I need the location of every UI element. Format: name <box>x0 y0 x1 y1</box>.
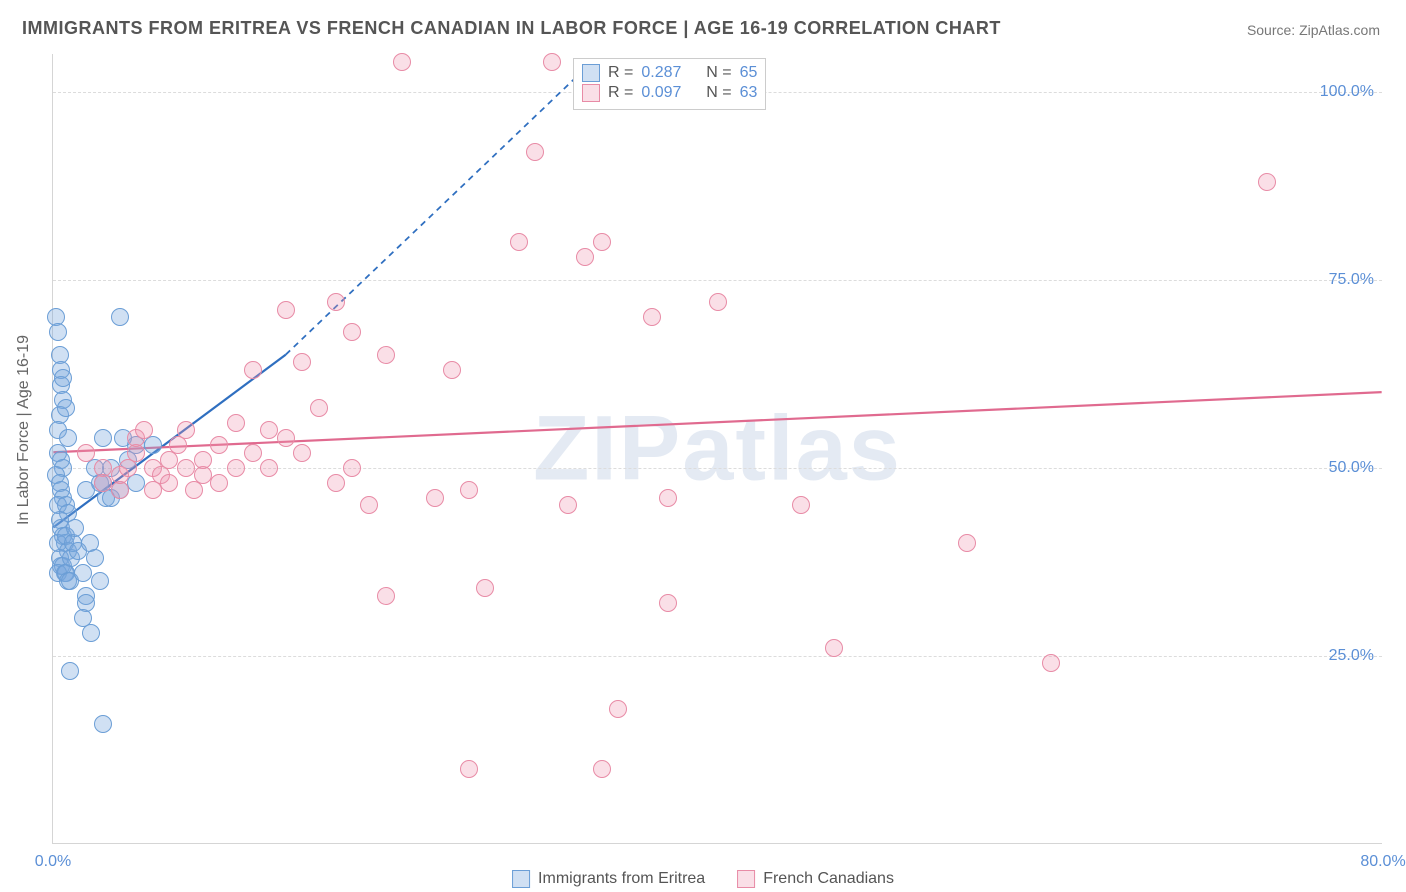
data-point-french <box>310 399 328 417</box>
n-label: N = <box>706 84 731 102</box>
data-point-eritrea <box>86 549 104 567</box>
r-label: R = <box>608 84 633 102</box>
data-point-french <box>659 594 677 612</box>
data-point-eritrea <box>61 662 79 680</box>
data-point-french <box>393 53 411 71</box>
legend-item-french: French Canadians <box>737 870 894 888</box>
n-value-eritrea: 65 <box>740 64 758 82</box>
source-label: Source: ZipAtlas.com <box>1247 22 1380 38</box>
data-point-french <box>559 496 577 514</box>
y-axis-title: In Labor Force | Age 16-19 <box>15 335 33 525</box>
n-label: N = <box>706 64 731 82</box>
data-point-french <box>210 474 228 492</box>
data-point-eritrea <box>94 429 112 447</box>
data-point-french <box>177 421 195 439</box>
data-point-french <box>643 308 661 326</box>
data-point-french <box>293 353 311 371</box>
corr-legend-row-eritrea: R = 0.287 N = 65 <box>582 63 757 83</box>
data-point-french <box>526 143 544 161</box>
data-point-french <box>825 639 843 657</box>
swatch-eritrea <box>582 64 600 82</box>
data-point-french <box>244 361 262 379</box>
source-prefix: Source: <box>1247 22 1299 38</box>
chart-title: IMMIGRANTS FROM ERITREA VS FRENCH CANADI… <box>22 18 1001 39</box>
data-point-french <box>659 489 677 507</box>
data-point-french <box>709 293 727 311</box>
data-point-french <box>576 248 594 266</box>
data-point-eritrea <box>54 369 72 387</box>
data-point-french <box>377 346 395 364</box>
swatch-french <box>582 84 600 102</box>
data-point-french <box>94 474 112 492</box>
legend-swatch-french <box>737 870 755 888</box>
data-point-french <box>343 459 361 477</box>
data-point-french <box>609 700 627 718</box>
data-point-french <box>593 760 611 778</box>
data-point-french <box>244 444 262 462</box>
data-point-french <box>260 421 278 439</box>
data-point-french <box>1258 173 1276 191</box>
r-value-eritrea: 0.287 <box>641 64 681 82</box>
corr-legend-row-french: R = 0.097 N = 63 <box>582 83 757 103</box>
data-point-french <box>360 496 378 514</box>
data-point-french <box>277 429 295 447</box>
data-point-french <box>194 451 212 469</box>
data-point-french <box>160 474 178 492</box>
data-point-french <box>792 496 810 514</box>
correlation-legend: R = 0.287 N = 65 R = 0.097 N = 63 <box>573 58 766 110</box>
data-point-french <box>377 587 395 605</box>
data-point-french <box>476 579 494 597</box>
legend-swatch-eritrea <box>512 870 530 888</box>
data-point-eritrea <box>57 399 75 417</box>
data-point-french <box>327 293 345 311</box>
data-point-french <box>135 421 153 439</box>
data-point-french <box>77 444 95 462</box>
x-tick-label: 80.0% <box>1360 853 1405 871</box>
data-point-french <box>227 414 245 432</box>
data-point-french <box>210 436 228 454</box>
source-link[interactable]: ZipAtlas.com <box>1299 22 1380 38</box>
x-tick-label: 0.0% <box>35 853 71 871</box>
plot-area: ZIPatlas 25.0%50.0%75.0%100.0%0.0%80.0% … <box>52 54 1382 844</box>
series-legend: Immigrants from Eritrea French Canadians <box>512 870 894 888</box>
data-point-french <box>177 459 195 477</box>
data-point-french <box>510 233 528 251</box>
data-point-french <box>593 233 611 251</box>
trendline-dash-eritrea <box>286 69 585 355</box>
data-point-eritrea <box>94 715 112 733</box>
data-point-french <box>227 459 245 477</box>
legend-label-eritrea: Immigrants from Eritrea <box>538 870 705 888</box>
data-point-eritrea <box>66 519 84 537</box>
data-point-french <box>958 534 976 552</box>
data-point-eritrea <box>91 572 109 590</box>
data-point-eritrea <box>49 323 67 341</box>
data-point-french <box>426 489 444 507</box>
data-point-french <box>460 760 478 778</box>
data-point-french <box>1042 654 1060 672</box>
legend-label-french: French Canadians <box>763 870 894 888</box>
data-point-french <box>460 481 478 499</box>
legend-item-eritrea: Immigrants from Eritrea <box>512 870 705 888</box>
n-value-french: 63 <box>740 84 758 102</box>
data-point-eritrea <box>82 624 100 642</box>
data-point-french <box>260 459 278 477</box>
data-point-french <box>327 474 345 492</box>
data-point-french <box>293 444 311 462</box>
data-point-french <box>277 301 295 319</box>
r-label: R = <box>608 64 633 82</box>
data-point-eritrea <box>111 308 129 326</box>
data-point-eritrea <box>74 564 92 582</box>
data-point-french <box>343 323 361 341</box>
data-point-french <box>443 361 461 379</box>
r-value-french: 0.097 <box>641 84 681 102</box>
data-point-french <box>543 53 561 71</box>
